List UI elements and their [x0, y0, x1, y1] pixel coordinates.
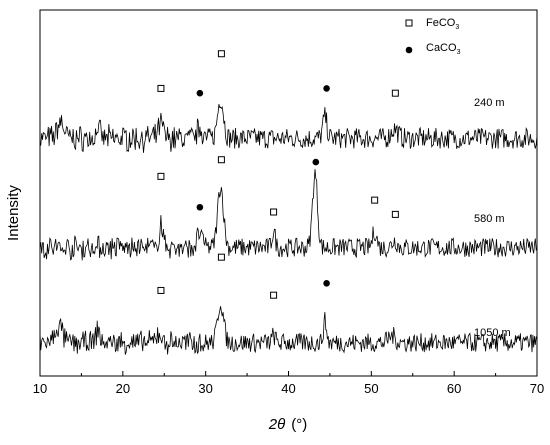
feco3-marker [217, 253, 225, 261]
feco3-marker [270, 208, 278, 216]
legend-fecO3-label: FeCO3 [426, 17, 459, 31]
x-tick-label: 60 [447, 381, 461, 396]
trace-label-580m: 580 m [474, 213, 505, 225]
x-tick-label: 70 [530, 381, 544, 396]
feco3-marker [157, 84, 165, 92]
x-tick-label: 10 [33, 381, 47, 396]
x-axis-label-symbol: 2θ [268, 416, 285, 433]
trace-label-1050m: 1050 m [474, 327, 511, 339]
feco3-marker [371, 196, 379, 204]
trace-line-0 [39, 104, 538, 153]
x-axis-label: 2θ (°) [268, 416, 307, 433]
feco3-marker [217, 156, 225, 164]
traces [39, 104, 538, 355]
legend-caco3-circle [405, 46, 413, 54]
y-axis-label: Intensity [5, 185, 22, 241]
x-tick-label: 20 [116, 381, 130, 396]
caco3-marker [196, 89, 204, 97]
feco3-marker [391, 210, 399, 218]
plot-frame [39, 9, 538, 377]
legend: FeCO3 CaCO3 [405, 17, 461, 56]
feco3-marker [217, 50, 225, 58]
trace-line-1 [39, 169, 538, 261]
x-tick-label: 40 [281, 381, 295, 396]
legend-fecO3-square [405, 19, 413, 27]
feco3-marker [270, 291, 278, 299]
x-tick-label: 50 [364, 381, 378, 396]
trace-label-240m: 240 m [474, 97, 505, 109]
peak-markers [157, 50, 399, 299]
trace-line-2 [39, 306, 538, 355]
caco3-marker [196, 203, 204, 211]
x-axis-label-unit: (°) [291, 416, 307, 433]
caco3-marker [312, 158, 320, 166]
caco3-marker [323, 280, 330, 287]
x-tick-label: 30 [198, 381, 212, 396]
caco3-marker [323, 85, 330, 92]
feco3-marker [157, 172, 165, 180]
feco3-marker [391, 89, 399, 97]
feco3-marker [157, 286, 165, 294]
legend-caco3-label: CaCO3 [426, 42, 461, 56]
x-axis-ticks: 10 20 30 40 50 60 70 [33, 371, 544, 396]
